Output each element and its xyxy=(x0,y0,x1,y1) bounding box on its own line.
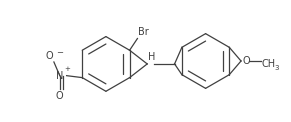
Text: O: O xyxy=(242,56,250,66)
Text: −: − xyxy=(56,48,63,57)
Text: +: + xyxy=(65,66,70,72)
Text: H: H xyxy=(148,52,156,62)
Text: CH: CH xyxy=(262,59,276,69)
Text: Br: Br xyxy=(139,27,149,37)
Text: 3: 3 xyxy=(274,65,279,71)
Text: O: O xyxy=(45,51,53,61)
Text: N: N xyxy=(56,71,63,81)
Text: O: O xyxy=(56,91,63,101)
